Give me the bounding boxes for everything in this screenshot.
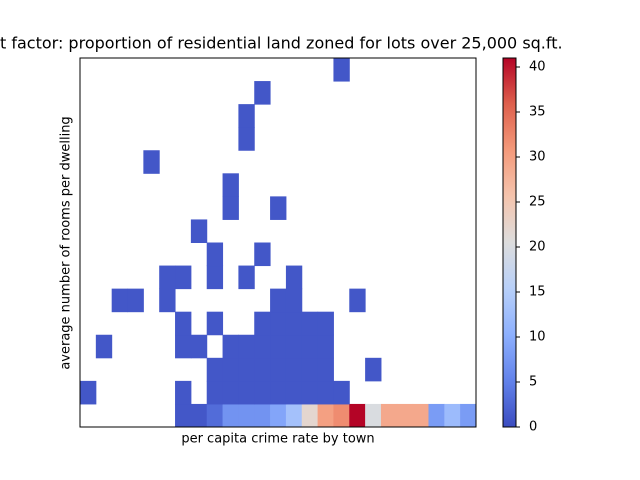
heatmap-cell (238, 104, 255, 128)
heatmap-cell (333, 380, 350, 405)
heatmap-cell (222, 334, 239, 359)
heatmap-cell (317, 380, 334, 405)
heatmap-cell (349, 288, 366, 313)
heatmap-cell (143, 150, 160, 174)
heatmap-cell (317, 403, 334, 428)
heatmap-cell (222, 196, 239, 220)
heatmap-cell (349, 403, 366, 428)
heatmap-cell (238, 403, 255, 428)
y-axis-label: average number of rooms per dwelling (59, 116, 74, 369)
colorbar-tick-label: 10 (529, 330, 546, 345)
heatmap-cell (333, 58, 350, 82)
heatmap-cell (254, 403, 271, 428)
heatmap-cell (301, 334, 319, 359)
heatmap-cell (111, 288, 129, 313)
heatmap-cell (159, 265, 176, 290)
heatmap-cell (285, 357, 303, 382)
heatmap-cell (175, 380, 192, 405)
heatmap-cell (222, 380, 239, 405)
heatmap-cell (270, 403, 287, 428)
heatmap-cell (206, 265, 224, 290)
heatmap-cell (428, 403, 445, 428)
heatmap-cell (238, 357, 255, 382)
colorbar-tick-label: 15 (529, 285, 546, 300)
heatmap-cell (159, 288, 176, 313)
colorbar-tick-label: 40 (529, 60, 546, 75)
heatmap-cell (254, 311, 271, 336)
heatmap-cell (80, 380, 97, 405)
heatmap-cell (254, 380, 271, 405)
heatmap-cell (206, 242, 224, 267)
heatmap-cell (175, 403, 192, 428)
heatmap-cell (127, 288, 144, 313)
heatmap-cell (444, 403, 461, 428)
heatmap-cell (301, 380, 319, 405)
colorbar-tick-label: 25 (529, 195, 546, 210)
colorbar-tick-label: 35 (529, 105, 546, 120)
heatmap-cell (222, 403, 239, 428)
heatmap-cell (285, 288, 303, 313)
heatmap-cell (254, 334, 271, 359)
heatmap-cell (190, 403, 208, 428)
heatmap-cell (206, 357, 224, 382)
heatmap-cell (365, 357, 382, 382)
heatmap-cell (190, 334, 208, 359)
heatmap-cell (238, 380, 255, 405)
heatmap-cell (380, 403, 398, 428)
heatmap-cell (238, 334, 255, 359)
heatmap-cell (222, 173, 239, 197)
heatmap-cell (254, 242, 271, 267)
colorbar-tick-label: 30 (529, 150, 546, 165)
heatmap-cell (222, 357, 239, 382)
heatmap-cell (333, 403, 350, 428)
heatmap-cell (285, 265, 303, 290)
heatmap-cell (285, 403, 303, 428)
heatmap-cell (238, 127, 255, 151)
colorbar-tick-label: 20 (529, 240, 546, 255)
heatmap-cell (317, 311, 334, 336)
heatmap-cell (317, 357, 334, 382)
colorbar-tick-label: 0 (529, 420, 537, 435)
plot-frame (79, 57, 477, 428)
heatmap-cell (301, 311, 319, 336)
heatmap-cell (95, 334, 113, 359)
heatmap-cell (317, 334, 334, 359)
heatmap-cell (301, 403, 319, 428)
heatmap-cell (206, 311, 224, 336)
heatmap-cell (301, 357, 319, 382)
heatmap-cell (270, 380, 287, 405)
heatmap-cell (285, 334, 303, 359)
heatmap-cell (270, 288, 287, 313)
heatmap-cell (460, 403, 477, 428)
heatmap-cell (206, 403, 224, 428)
heatmap-cell (175, 311, 192, 336)
heatmap-cell (175, 265, 192, 290)
x-axis-label: per capita crime rate by town (181, 432, 374, 447)
heatmap-cell (270, 357, 287, 382)
heatmap-cell (412, 403, 429, 428)
colorbar (502, 57, 517, 428)
heatmap-cell (285, 311, 303, 336)
heatmap-cell (190, 219, 208, 243)
heatmap-cell (254, 357, 271, 382)
heatmap-cell (285, 380, 303, 405)
heatmap-cell (396, 403, 414, 428)
heatmap-cell (175, 334, 192, 359)
heatmap-cell (254, 81, 271, 105)
heatmap-cell (270, 196, 287, 220)
colorbar-tick-label: 5 (529, 375, 537, 390)
heatmap-cell (270, 334, 287, 359)
heatmap-cell (270, 311, 287, 336)
chart-title: t factor: proportion of residential land… (0, 34, 563, 53)
heatmap-cell (206, 380, 224, 405)
heatmap-cell (365, 403, 382, 428)
heatmap-cell (238, 265, 255, 290)
